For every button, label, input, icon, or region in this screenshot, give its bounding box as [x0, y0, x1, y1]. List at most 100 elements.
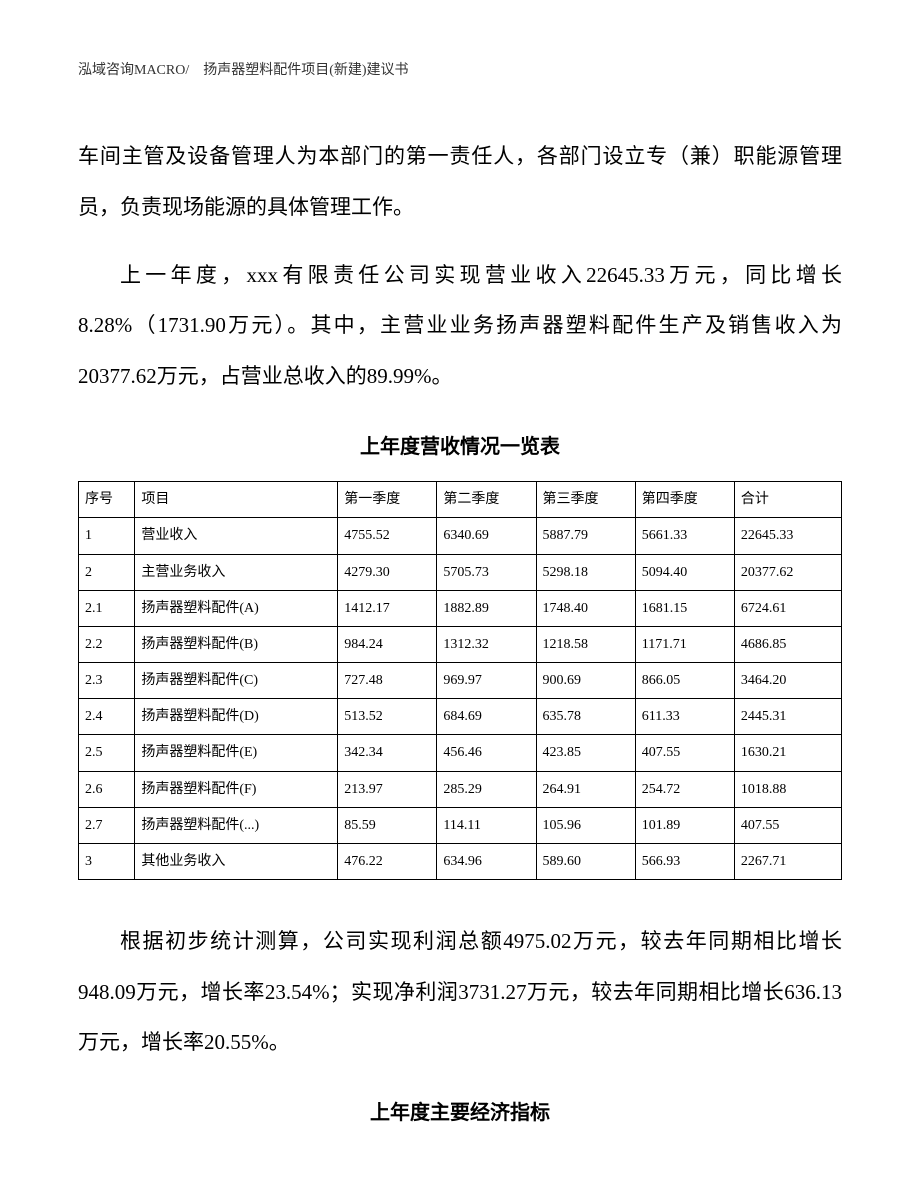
cell-q4: 866.05	[635, 663, 734, 699]
cell-seq: 2.4	[79, 699, 135, 735]
cell-q3: 900.69	[536, 663, 635, 699]
col-header-q4: 第四季度	[635, 482, 734, 518]
col-header-q2: 第二季度	[437, 482, 536, 518]
paragraph-1: 车间主管及设备管理人为本部门的第一责任人，各部门设立专（兼）职能源管理员，负责现…	[78, 131, 842, 232]
cell-q2: 969.97	[437, 663, 536, 699]
cell-total: 22645.33	[734, 518, 841, 554]
section-2-title: 上年度主要经济指标	[78, 1095, 842, 1131]
table-row: 2.4 扬声器塑料配件(D) 513.52 684.69 635.78 611.…	[79, 699, 842, 735]
col-header-item: 项目	[135, 482, 338, 518]
cell-q4: 5094.40	[635, 554, 734, 590]
cell-seq: 1	[79, 518, 135, 554]
cell-q4: 5661.33	[635, 518, 734, 554]
cell-q4: 101.89	[635, 807, 734, 843]
cell-total: 3464.20	[734, 663, 841, 699]
cell-q1: 984.24	[338, 626, 437, 662]
cell-q1: 727.48	[338, 663, 437, 699]
cell-seq: 3	[79, 844, 135, 880]
cell-seq: 2.2	[79, 626, 135, 662]
cell-total: 2267.71	[734, 844, 841, 880]
cell-item: 扬声器塑料配件(A)	[135, 590, 338, 626]
cell-item: 扬声器塑料配件(D)	[135, 699, 338, 735]
cell-q1: 513.52	[338, 699, 437, 735]
cell-seq: 2	[79, 554, 135, 590]
cell-item: 扬声器塑料配件(...)	[135, 807, 338, 843]
table-row: 2.5 扬声器塑料配件(E) 342.34 456.46 423.85 407.…	[79, 735, 842, 771]
col-header-q3: 第三季度	[536, 482, 635, 518]
cell-q4: 1681.15	[635, 590, 734, 626]
cell-seq: 2.5	[79, 735, 135, 771]
cell-q1: 213.97	[338, 771, 437, 807]
cell-q2: 1312.32	[437, 626, 536, 662]
table-title: 上年度营收情况一览表	[78, 429, 842, 465]
cell-q1: 342.34	[338, 735, 437, 771]
cell-q1: 85.59	[338, 807, 437, 843]
cell-q1: 1412.17	[338, 590, 437, 626]
paragraph-3: 根据初步统计测算，公司实现利润总额4975.02万元，较去年同期相比增长948.…	[78, 916, 842, 1067]
cell-q1: 4755.52	[338, 518, 437, 554]
paragraph-1-text: 车间主管及设备管理人为本部门的第一责任人，各部门设立专（兼）职能源管理员，负责现…	[78, 144, 842, 218]
cell-item: 扬声器塑料配件(B)	[135, 626, 338, 662]
cell-q3: 105.96	[536, 807, 635, 843]
cell-seq: 2.1	[79, 590, 135, 626]
paragraph-2-text: 上一年度，xxx有限责任公司实现营业收入22645.33万元，同比增长8.28%…	[78, 263, 842, 388]
paragraph-3-text: 根据初步统计测算，公司实现利润总额4975.02万元，较去年同期相比增长948.…	[78, 929, 842, 1054]
table-row: 2.3 扬声器塑料配件(C) 727.48 969.97 900.69 866.…	[79, 663, 842, 699]
table-body: 1 营业收入 4755.52 6340.69 5887.79 5661.33 2…	[79, 518, 842, 880]
cell-total: 2445.31	[734, 699, 841, 735]
cell-q2: 285.29	[437, 771, 536, 807]
col-header-seq: 序号	[79, 482, 135, 518]
cell-item: 扬声器塑料配件(F)	[135, 771, 338, 807]
table-row: 2.6 扬声器塑料配件(F) 213.97 285.29 264.91 254.…	[79, 771, 842, 807]
table-row: 2 主营业务收入 4279.30 5705.73 5298.18 5094.40…	[79, 554, 842, 590]
cell-item: 主营业务收入	[135, 554, 338, 590]
table-row: 3 其他业务收入 476.22 634.96 589.60 566.93 226…	[79, 844, 842, 880]
cell-item: 扬声器塑料配件(C)	[135, 663, 338, 699]
cell-q2: 634.96	[437, 844, 536, 880]
cell-item: 扬声器塑料配件(E)	[135, 735, 338, 771]
cell-q4: 254.72	[635, 771, 734, 807]
cell-total: 4686.85	[734, 626, 841, 662]
cell-total: 20377.62	[734, 554, 841, 590]
table-header-row: 序号 项目 第一季度 第二季度 第三季度 第四季度 合计	[79, 482, 842, 518]
cell-total: 1018.88	[734, 771, 841, 807]
paragraph-2: 上一年度，xxx有限责任公司实现营业收入22645.33万元，同比增长8.28%…	[78, 250, 842, 401]
cell-q2: 456.46	[437, 735, 536, 771]
cell-q3: 5887.79	[536, 518, 635, 554]
page-header: 泓域咨询MACRO/ 扬声器塑料配件项目(新建)建议书	[78, 58, 842, 83]
cell-total: 1630.21	[734, 735, 841, 771]
cell-q3: 264.91	[536, 771, 635, 807]
cell-seq: 2.7	[79, 807, 135, 843]
cell-q3: 1218.58	[536, 626, 635, 662]
cell-q3: 1748.40	[536, 590, 635, 626]
cell-item: 其他业务收入	[135, 844, 338, 880]
col-header-q1: 第一季度	[338, 482, 437, 518]
cell-q2: 114.11	[437, 807, 536, 843]
cell-total: 6724.61	[734, 590, 841, 626]
cell-item: 营业收入	[135, 518, 338, 554]
cell-q3: 423.85	[536, 735, 635, 771]
cell-q1: 476.22	[338, 844, 437, 880]
cell-q3: 5298.18	[536, 554, 635, 590]
cell-seq: 2.6	[79, 771, 135, 807]
cell-q2: 1882.89	[437, 590, 536, 626]
cell-seq: 2.3	[79, 663, 135, 699]
col-header-total: 合计	[734, 482, 841, 518]
cell-q4: 611.33	[635, 699, 734, 735]
cell-q2: 6340.69	[437, 518, 536, 554]
cell-total: 407.55	[734, 807, 841, 843]
cell-q3: 635.78	[536, 699, 635, 735]
table-row: 2.7 扬声器塑料配件(...) 85.59 114.11 105.96 101…	[79, 807, 842, 843]
table-row: 2.1 扬声器塑料配件(A) 1412.17 1882.89 1748.40 1…	[79, 590, 842, 626]
revenue-table: 序号 项目 第一季度 第二季度 第三季度 第四季度 合计 1 营业收入 4755…	[78, 481, 842, 880]
cell-q3: 589.60	[536, 844, 635, 880]
cell-q2: 5705.73	[437, 554, 536, 590]
cell-q4: 1171.71	[635, 626, 734, 662]
cell-q4: 407.55	[635, 735, 734, 771]
header-text: 泓域咨询MACRO/ 扬声器塑料配件项目(新建)建议书	[78, 63, 409, 78]
cell-q1: 4279.30	[338, 554, 437, 590]
table-row: 1 营业收入 4755.52 6340.69 5887.79 5661.33 2…	[79, 518, 842, 554]
cell-q4: 566.93	[635, 844, 734, 880]
table-row: 2.2 扬声器塑料配件(B) 984.24 1312.32 1218.58 11…	[79, 626, 842, 662]
cell-q2: 684.69	[437, 699, 536, 735]
